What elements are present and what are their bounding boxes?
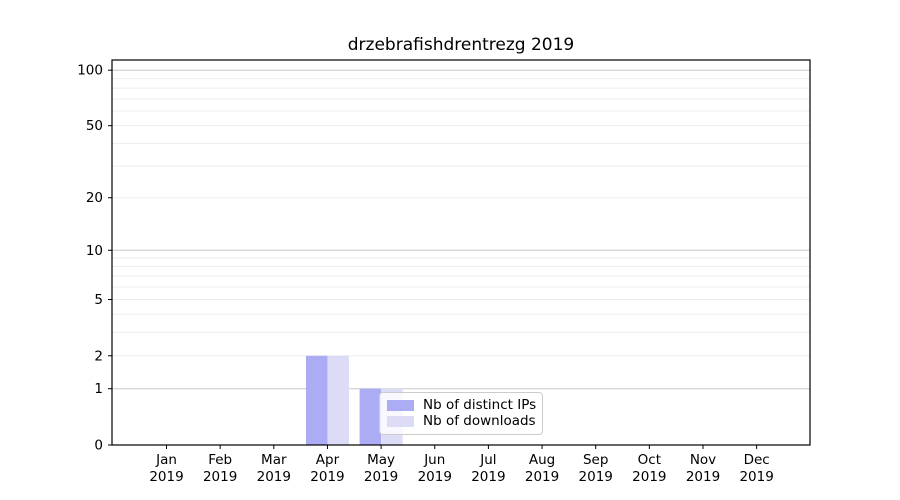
bar-downloads-apr	[327, 355, 349, 445]
x-tick-label-year: 2019	[632, 469, 666, 485]
x-tick-label-year: 2019	[364, 469, 398, 485]
legend-swatch-distinct-ips-icon	[387, 399, 414, 411]
x-tick-label-month: Jun	[423, 452, 445, 468]
y-tick-label: 0	[94, 438, 103, 454]
bar-distinct-ips-apr	[305, 355, 328, 445]
x-tick-label-month: Mar	[261, 452, 287, 468]
x-tick-label-month: Jan	[155, 452, 177, 468]
y-tick-label: 10	[86, 243, 103, 259]
x-tick-label-month: Aug	[529, 452, 555, 468]
x-tick-label-year: 2019	[418, 469, 452, 485]
y-tick-label: 20	[86, 190, 103, 206]
x-tick-label-year: 2019	[686, 469, 720, 485]
x-tick-label-month: Oct	[638, 452, 661, 468]
x-tick-label-month: May	[367, 452, 395, 468]
y-tick-label: 2	[94, 348, 103, 364]
legend-label-distinct-ips: Nb of distinct IPs	[423, 396, 537, 413]
legend-label-downloads: Nb of downloads	[423, 413, 536, 430]
x-tick-label-year: 2019	[579, 469, 613, 485]
legend: Nb of distinct IPs Nb of downloads	[379, 392, 543, 435]
bar-distinct-ips-may	[359, 388, 382, 445]
legend-entry-distinct-ips: Nb of distinct IPs	[387, 396, 537, 413]
x-tick-label-year: 2019	[739, 469, 773, 485]
x-tick-label-month: Dec	[744, 452, 770, 468]
x-tick-label-year: 2019	[471, 469, 505, 485]
chart-title: drzebrafishdrentrezg 2019	[347, 35, 575, 55]
x-tick-label-year: 2019	[257, 469, 291, 485]
y-tick-label: 50	[86, 118, 103, 134]
plot-spines	[111, 59, 811, 446]
y-tick-label: 100	[77, 63, 103, 79]
y-tick-label: 5	[94, 292, 103, 308]
y-tick-label: 1	[94, 381, 103, 397]
legend-swatch-downloads-icon	[387, 416, 414, 428]
x-tick-label-month: Sep	[583, 452, 608, 468]
x-tick-label-month: Nov	[690, 452, 716, 468]
x-tick-label-month: Feb	[208, 452, 232, 468]
x-tick-label-year: 2019	[203, 469, 237, 485]
x-tick-label-month: Jul	[479, 452, 496, 468]
x-tick-label-year: 2019	[525, 469, 559, 485]
x-tick-label-month: Apr	[316, 452, 340, 468]
legend-entry-downloads: Nb of downloads	[387, 414, 536, 429]
x-tick-label-year: 2019	[149, 469, 183, 485]
x-tick-label-year: 2019	[310, 469, 344, 485]
